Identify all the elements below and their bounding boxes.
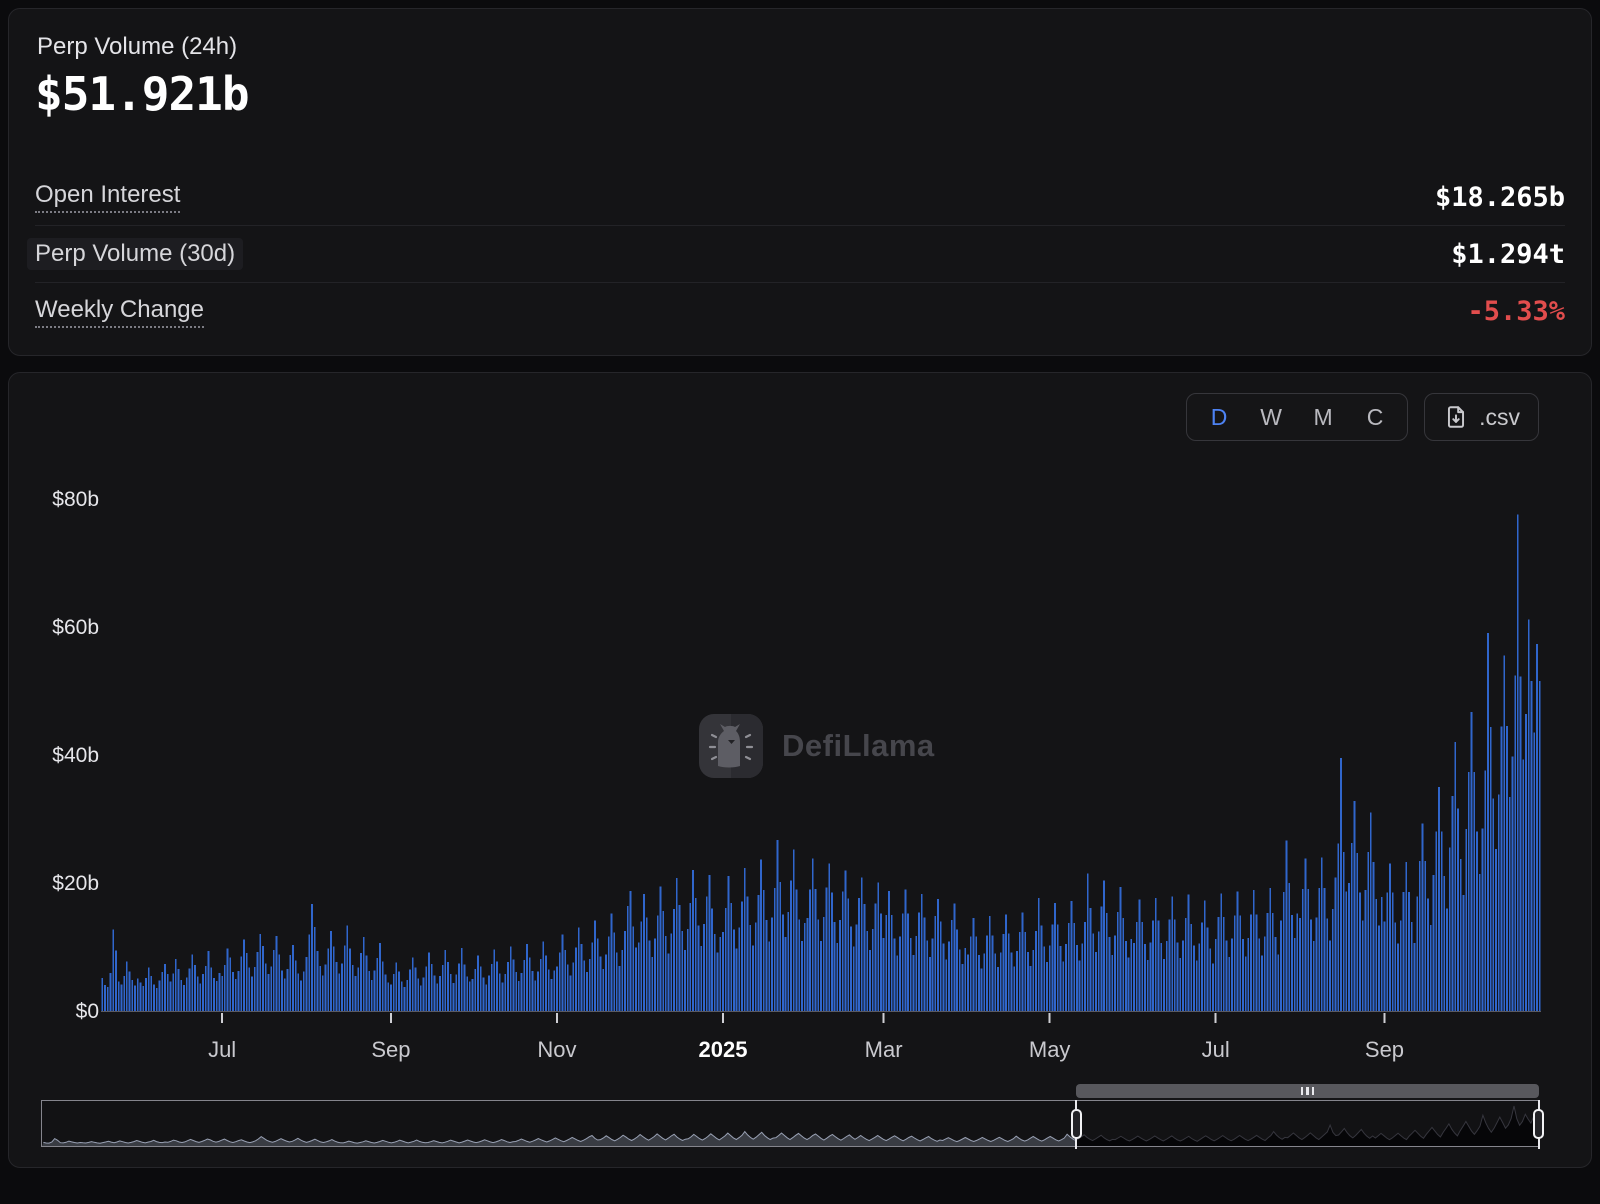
weekly-change-label[interactable]: Weekly Change — [35, 296, 204, 328]
open-interest-value: $18.265b — [1434, 181, 1565, 213]
x-tick-label: Nov — [537, 1037, 577, 1062]
y-tick-0: $0 — [75, 1000, 99, 1023]
range-button-weekly[interactable]: W — [1260, 404, 1282, 430]
stat-row-open-interest: Open Interest $18.265b — [35, 169, 1565, 226]
stat-row-perp-volume-30d: Perp Volume (30d) $1.294t — [27, 226, 1565, 283]
brush-right-handle[interactable] — [1533, 1109, 1544, 1139]
brush-minimap — [9, 373, 1593, 1169]
minimap-sparkline — [42, 1105, 1538, 1146]
file-download-icon — [1443, 404, 1469, 430]
y-tick-60: $60b — [52, 616, 99, 639]
x-tick-label: Sep — [371, 1037, 411, 1062]
stats-title: Perp Volume (24h) — [37, 33, 238, 60]
perp-volume-bar-chart[interactable] — [9, 373, 1593, 1169]
range-toggle-group: D W M C — [1186, 393, 1409, 441]
download-csv-button[interactable]: .csv — [1424, 393, 1539, 441]
x-tick-label: 2025 — [698, 1037, 748, 1062]
range-button-cumulative[interactable]: C — [1366, 404, 1384, 430]
y-tick-80: $80b — [52, 488, 99, 511]
x-tick-label: Jul — [208, 1037, 237, 1062]
stat-row-weekly-change: Weekly Change -5.33% — [35, 283, 1565, 340]
grip-icon — [1311, 1087, 1315, 1095]
grip-icon — [1300, 1087, 1304, 1095]
brush-drag-bar[interactable] — [1076, 1084, 1539, 1098]
range-button-daily[interactable]: D — [1210, 404, 1228, 430]
x-tick-label: Mar — [864, 1037, 903, 1062]
y-tick-40: $40b — [52, 744, 99, 767]
x-tick-label: Sep — [1364, 1037, 1405, 1062]
stats-rows: Open Interest $18.265b Perp Volume (30d)… — [27, 169, 1565, 340]
range-button-monthly[interactable]: M — [1313, 404, 1333, 430]
x-tick-label: May — [1028, 1037, 1071, 1062]
perp-volume-30d-value: $1.294t — [1451, 238, 1565, 270]
chart-panel: D W M C .csv $0 $20b $40b $60b $80b — [8, 372, 1592, 1168]
csv-button-label: .csv — [1479, 403, 1520, 430]
y-tick-20: $20b — [52, 872, 99, 895]
grip-icon — [1306, 1087, 1309, 1095]
stats-panel: Perp Volume (24h) $51.921b Open Interest… — [8, 8, 1592, 356]
perp-volume-24h-value: $51.921b — [35, 67, 250, 121]
chart-controls: D W M C .csv — [1186, 393, 1539, 441]
weekly-change-value: -5.33% — [1467, 296, 1565, 327]
x-tick-label: Jul — [1201, 1037, 1230, 1062]
perp-volume-30d-label: Perp Volume (30d) — [27, 238, 244, 270]
brush-left-handle[interactable] — [1071, 1109, 1083, 1139]
brush-track[interactable] — [41, 1100, 1539, 1147]
open-interest-label[interactable]: Open Interest — [35, 181, 181, 213]
